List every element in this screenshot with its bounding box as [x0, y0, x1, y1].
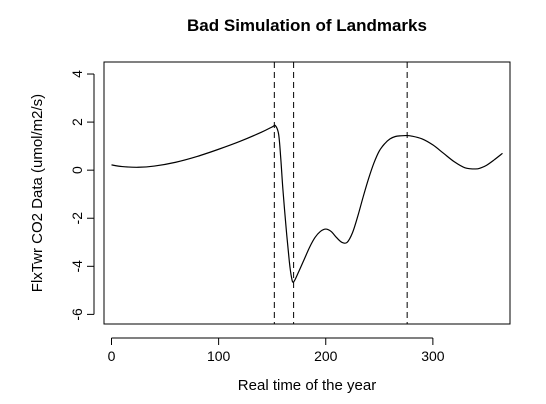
y-tick-label: -4: [69, 260, 85, 273]
x-tick-label: 0: [108, 348, 116, 364]
plot-frame: [103, 61, 511, 325]
x-axis-label: Real time of the year: [238, 377, 376, 394]
x-axis: 0 100 200 300: [108, 337, 445, 364]
y-axis-label: FlxTwr CO2 Data (umol/m2/s): [29, 94, 46, 292]
y-tick-label: -2: [69, 212, 85, 225]
x-tick-label: 300: [421, 348, 445, 364]
chart-title: Bad Simulation of Landmarks: [187, 16, 427, 35]
x-tick-label: 200: [314, 348, 338, 364]
y-axis: -6 -4 -2 0 2 4: [69, 70, 95, 321]
y-tick-label: -6: [69, 308, 85, 321]
y-tick-label: 0: [69, 166, 85, 174]
series-line: [111, 124, 503, 283]
landmark-lines: [273, 62, 408, 324]
y-tick-label: 2: [69, 118, 85, 126]
series-group: [111, 124, 503, 283]
x-tick-label: 100: [207, 348, 231, 364]
y-tick-label: 4: [69, 70, 85, 78]
